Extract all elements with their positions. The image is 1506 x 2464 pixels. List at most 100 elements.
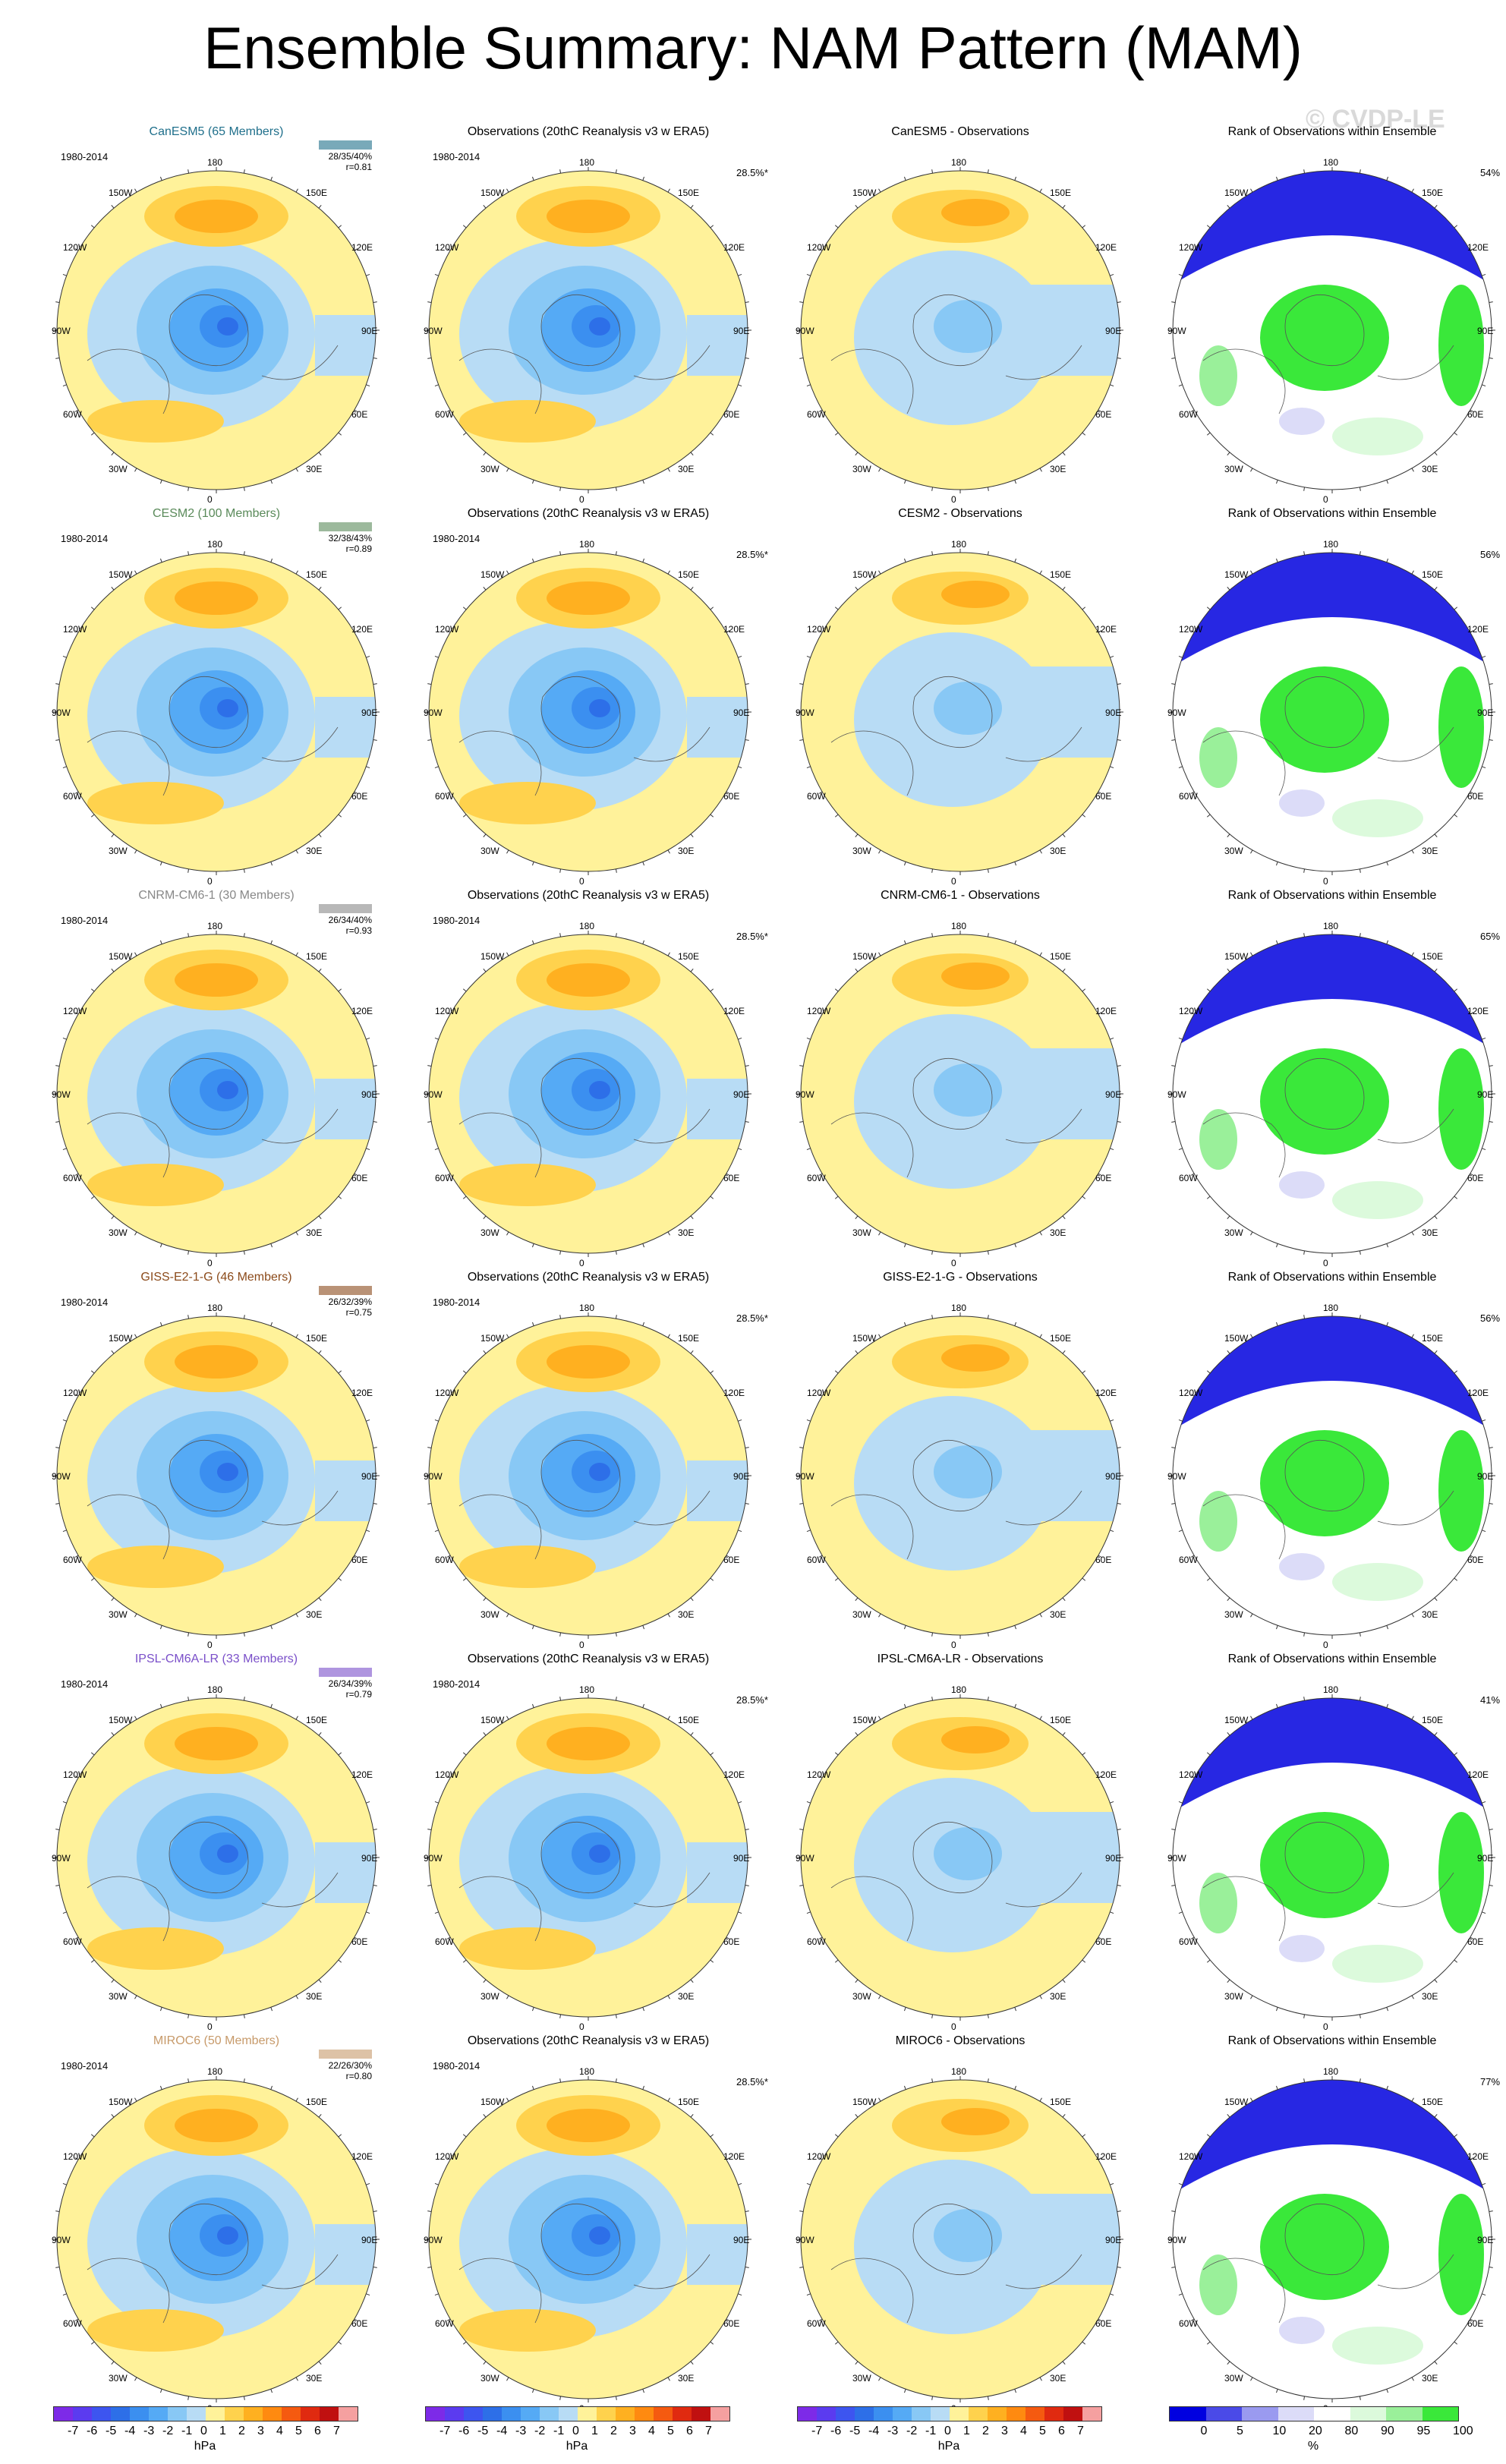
rank-pct-label: 56% [1480, 549, 1501, 560]
lon-label: 120E [351, 1006, 373, 1016]
lon-label: 0 [951, 1640, 956, 1650]
polar-map [1169, 931, 1495, 1257]
lon-label: 90E [1477, 1853, 1494, 1864]
rank-pct-label: 77% [1480, 2076, 1501, 2087]
lon-label: 150W [109, 951, 133, 962]
lon-label: 180 [579, 1303, 595, 1313]
panel-title: Observations (20thC Reanalysis v3 w ERA5… [467, 1271, 710, 1284]
lon-label: 180 [207, 157, 223, 168]
lon-label: 150E [306, 187, 328, 198]
panel-rank-4: Rank of Observations within Ensemble 41% 1… [1146, 1653, 1506, 2032]
lon-label: 120E [351, 242, 373, 253]
lon-label: 0 [579, 2021, 584, 2032]
lon-label: 180 [951, 2066, 967, 2077]
panel-obs-4: Observations (20thC Reanalysis v3 w ERA5… [402, 1653, 774, 2032]
lon-label: 180 [207, 2066, 223, 2077]
polar-map [53, 931, 380, 1257]
panel-model-5: MIROC6 (50 Members) 1980-2014 22/26/30% r=0… [30, 2034, 402, 2414]
lon-label: 30E [1050, 1609, 1066, 1620]
lon-label: 150W [480, 187, 505, 198]
lon-label: 180 [951, 1684, 967, 1695]
lon-label: 0 [1323, 2021, 1328, 2032]
lon-label: 120W [63, 242, 87, 253]
colorbar-tick: 2 [610, 2425, 617, 2437]
polar-map [425, 931, 751, 1257]
colorbar-tick: -6 [458, 2425, 470, 2437]
panel-title: GISS-E2-1-G (46 Members) [140, 1271, 292, 1284]
lon-label: 60W [435, 2318, 454, 2329]
polar-map [53, 167, 380, 493]
lon-label: 30W [480, 846, 499, 856]
ensemble-spread-bar [319, 1286, 372, 1295]
lon-label: 30E [1422, 1609, 1438, 1620]
panel-diff-2: CNRM-CM6-1 - Observations 180 150W 150E 120W… [774, 889, 1146, 1268]
lon-label: 60W [1179, 2318, 1198, 2329]
panel-model-3: GISS-E2-1-G (46 Members) 1980-2014 26/32/3… [30, 1271, 402, 1650]
lon-label: 150E [1050, 951, 1072, 962]
lon-label: 60W [63, 1555, 82, 1565]
stats-label: 32/38/43% r=0.89 [328, 533, 372, 554]
panel-model-0: CanESM5 (65 Members) 1980-2014 28/35/40% r=… [30, 125, 402, 505]
colorbar-tick: 0 [200, 2425, 207, 2437]
lon-label: 30W [1224, 846, 1243, 856]
colorbar-tick: 2 [238, 2425, 245, 2437]
lon-label: 30W [480, 464, 499, 474]
lon-label: 60W [435, 409, 454, 420]
lon-label: 30E [1422, 1991, 1438, 2002]
lon-label: 150W [109, 1715, 133, 1725]
lon-label: 60E [1095, 1555, 1112, 1565]
panel-title: Rank of Observations within Ensemble [1227, 507, 1437, 520]
lon-label: 120E [351, 1769, 373, 1780]
lon-label: 90E [733, 2235, 750, 2245]
lon-label: 30W [1224, 464, 1243, 474]
lon-label: 150E [1422, 2097, 1444, 2107]
colorbar-strip [797, 2406, 1102, 2421]
lon-label: 120W [63, 2151, 87, 2162]
polar-map [425, 2076, 751, 2403]
polar-map [797, 2076, 1123, 2403]
lon-label: 150W [852, 569, 877, 580]
lon-label: 30W [852, 1609, 871, 1620]
colorbar-tick: -5 [849, 2425, 861, 2437]
lon-label: 120E [723, 2151, 745, 2162]
colorbar-tick: 5 [1039, 2425, 1046, 2437]
lon-label: 60W [63, 2318, 82, 2329]
lon-label: 120W [1179, 1006, 1203, 1016]
lon-label: 30W [1224, 1609, 1243, 1620]
lon-label: 60E [1467, 1555, 1484, 1565]
rank-pct-label: 54% [1480, 167, 1501, 178]
lon-label: 0 [951, 876, 956, 887]
lon-label: 90W [52, 2235, 71, 2245]
panel-title: Rank of Observations within Ensemble [1227, 1271, 1437, 1284]
lon-label: 60E [351, 791, 368, 802]
lon-label: 60W [63, 1173, 82, 1183]
lon-label: 90W [424, 1471, 443, 1482]
lon-label: 180 [1323, 2066, 1339, 2077]
lon-label: 90E [361, 1853, 378, 1864]
colorbar-tick: 3 [1001, 2425, 1008, 2437]
lon-label: 150W [852, 1333, 877, 1344]
colorbar-tick: 7 [705, 2425, 712, 2437]
polar-map [1169, 549, 1495, 875]
polar-map [425, 549, 751, 875]
lon-label: 0 [579, 876, 584, 887]
panel-rank-0: Rank of Observations within Ensemble 54% 1… [1146, 125, 1506, 505]
colorbar-tick: -3 [515, 2425, 527, 2437]
colorbar-obs: -7 -6 -5 -4 -3 -2 -1 0 1 2 3 4 5 6 7 hPa [425, 2406, 730, 2453]
lon-label: 60W [807, 2318, 826, 2329]
period-label: 1980-2014 [61, 2060, 109, 2072]
panel-diff-5: MIROC6 - Observations 180 150W 150E 120W 120E… [774, 2034, 1146, 2414]
lon-label: 60W [807, 409, 826, 420]
lon-label: 120W [63, 1388, 87, 1398]
colorbar-tick: 90 [1381, 2425, 1394, 2437]
panel-obs-1: Observations (20thC Reanalysis v3 w ERA5… [402, 507, 774, 887]
lon-label: 90W [424, 707, 443, 718]
period-label: 1980-2014 [61, 533, 109, 544]
lon-label: 0 [1323, 1258, 1328, 1268]
lon-label: 150W [852, 951, 877, 962]
colorbar-tick: -7 [68, 2425, 79, 2437]
panel-title: IPSL-CM6A-LR (33 Members) [134, 1653, 298, 1665]
lon-label: 30W [109, 1991, 128, 2002]
lon-label: 0 [207, 494, 213, 505]
